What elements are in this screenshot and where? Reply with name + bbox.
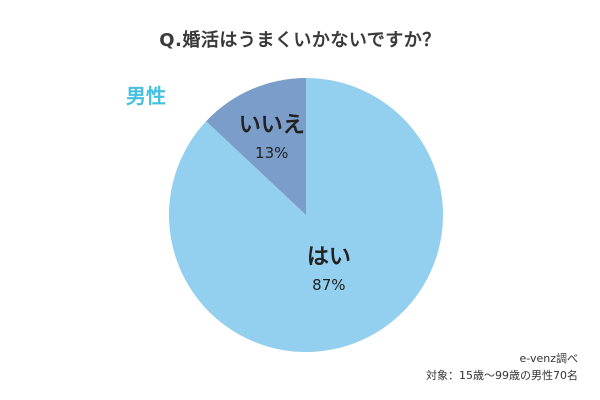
chart-title: Q.婚活はうまくいかないですか？ <box>159 30 441 51</box>
source-credit: e-venz調べ <box>519 352 578 365</box>
pie-slice-yes <box>168 78 443 353</box>
source-target: 対象：15歳〜99歳の男性70名 <box>426 369 578 382</box>
slice-value-yes: 87% <box>312 276 345 294</box>
slice-value-no: 13% <box>255 144 288 162</box>
slice-label-no: いいえ <box>239 113 305 138</box>
slice-label-yes: はい <box>307 245 351 270</box>
source-note: e-venz調べ 対象：15歳〜99歳の男性70名 <box>426 350 578 384</box>
pie-slice-no <box>206 78 306 215</box>
gender-label: 男性 <box>126 84 166 108</box>
